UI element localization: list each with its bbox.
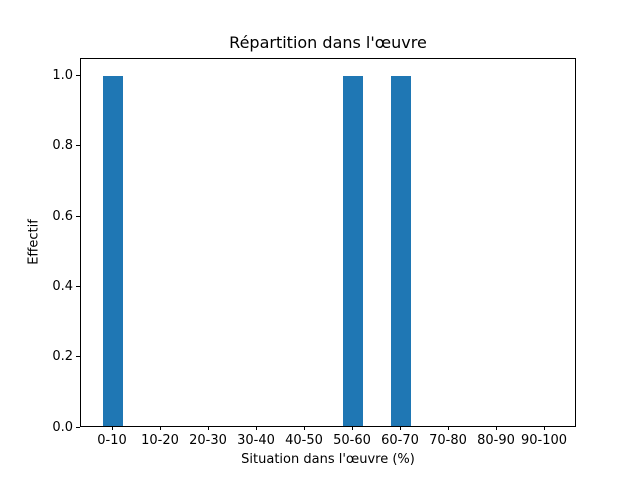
x-tick-label: 80-90 [477, 433, 515, 448]
x-tick-label: 90-100 [520, 433, 568, 448]
x-tick-mark [495, 426, 497, 430]
x-tick-mark [159, 426, 161, 430]
y-tick-mark [76, 356, 80, 358]
bar-0-10 [103, 76, 123, 426]
x-tick-label: 30-40 [237, 433, 275, 448]
x-tick-label: 70-80 [429, 433, 467, 448]
x-tick-label: 0-10 [97, 433, 127, 448]
bars-container [81, 59, 575, 426]
x-tick-mark [351, 426, 353, 430]
x-tick-label: 10-20 [141, 433, 179, 448]
y-tick-label: 0.0 [52, 419, 73, 435]
y-tick-label: 0.8 [52, 138, 73, 154]
x-tick-label: 60-70 [381, 433, 419, 448]
x-tick-mark [399, 426, 401, 430]
y-tick-label: 0.4 [52, 278, 73, 294]
x-axis-label: Situation dans l'œuvre (%) [241, 452, 415, 467]
plot-area [80, 58, 576, 427]
x-tick-mark [543, 426, 545, 430]
y-axis-label: Effectif [26, 219, 42, 265]
bar-50-60 [343, 76, 363, 426]
x-tick-mark [447, 426, 449, 430]
x-tick-mark [255, 426, 257, 430]
y-tick-mark [76, 426, 80, 428]
x-tick-mark [303, 426, 305, 430]
y-tick-mark [76, 215, 80, 217]
y-tick-label: 0.2 [52, 349, 73, 365]
y-tick-label: 0.6 [52, 208, 73, 224]
x-tick-label: 40-50 [285, 433, 323, 448]
y-tick-mark [76, 75, 80, 77]
x-tick-label: 20-30 [189, 433, 227, 448]
y-tick-label: 1.0 [52, 68, 73, 84]
chart-title: Répartition dans l'œuvre [229, 33, 427, 52]
x-tick-mark [207, 426, 209, 430]
bar-60-70 [391, 76, 411, 426]
y-tick-mark [76, 145, 80, 147]
x-tick-mark [111, 426, 113, 430]
y-tick-mark [76, 285, 80, 287]
x-tick-label: 50-60 [333, 433, 371, 448]
